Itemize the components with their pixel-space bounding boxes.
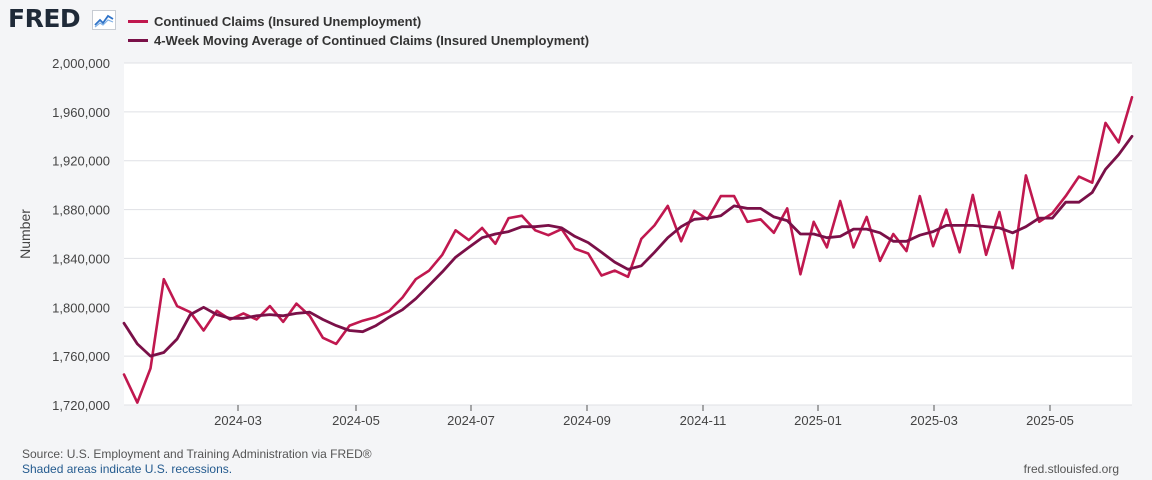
x-tick-label: 2025-05: [1026, 413, 1074, 428]
legend-label: Continued Claims (Insured Unemployment): [154, 14, 422, 29]
line-chart[interactable]: 1,720,000 1,760,000 1,800,000 1,840,000 1,88…: [0, 0, 1152, 440]
legend-swatch: [128, 39, 148, 42]
x-tick-label: 2024-05: [332, 413, 380, 428]
footer-notes: Source: U.S. Employment and Training Adm…: [22, 447, 372, 477]
y-tick-label: 1,920,000: [52, 154, 110, 169]
y-tick-label: 1,840,000: [52, 251, 110, 266]
chart-legend: Continued Claims (Insured Unemployment) …: [128, 12, 589, 50]
legend-item-moving-average[interactable]: 4-Week Moving Average of Continued Claim…: [128, 31, 589, 50]
legend-item-continued-claims[interactable]: Continued Claims (Insured Unemployment): [128, 12, 589, 31]
fred-logo[interactable]: FRED: [8, 4, 81, 33]
y-tick-label: 1,800,000: [52, 300, 110, 315]
y-tick-label: 1,720,000: [52, 398, 110, 413]
source-note: Source: U.S. Employment and Training Adm…: [22, 447, 372, 461]
y-tick-label: 1,960,000: [52, 105, 110, 120]
header: FRED Continued Claims (Insured Unemploym…: [0, 0, 1152, 52]
x-tick-label: 2024-03: [214, 413, 262, 428]
y-tick-label: 2,000,000: [52, 56, 110, 71]
grid-lines: [124, 62, 1132, 411]
y-axis-tick-labels: 1,720,000 1,760,000 1,800,000 1,840,000 1,88…: [52, 56, 110, 413]
site-link[interactable]: fred.stlouisfed.org: [1023, 462, 1119, 476]
x-tick-label: 2025-01: [794, 413, 842, 428]
y-tick-label: 1,880,000: [52, 203, 110, 218]
line-chart-icon: [92, 10, 116, 30]
x-tick-label: 2024-07: [447, 413, 495, 428]
x-axis-tick-labels: 2024-03 2024-05 2024-07 2024-09 2024-11 2025-…: [214, 413, 1074, 428]
recession-note[interactable]: Shaded areas indicate U.S. recessions.: [22, 462, 233, 476]
y-tick-label: 1,760,000: [52, 349, 110, 364]
series-line-moving-average[interactable]: [122, 134, 1134, 358]
legend-swatch: [128, 20, 148, 23]
legend-label: 4-Week Moving Average of Continued Claim…: [154, 33, 590, 48]
x-tick-label: 2025-03: [910, 413, 958, 428]
x-tick-label: 2024-11: [680, 413, 727, 428]
chart-area: 1,720,000 1,760,000 1,800,000 1,840,000 1,88…: [0, 0, 1152, 440]
series-line-continued-claims[interactable]: [122, 95, 1134, 404]
series-lines: [122, 95, 1134, 404]
y-axis-label: Number: [17, 209, 33, 259]
x-tick-label: 2024-09: [563, 413, 611, 428]
